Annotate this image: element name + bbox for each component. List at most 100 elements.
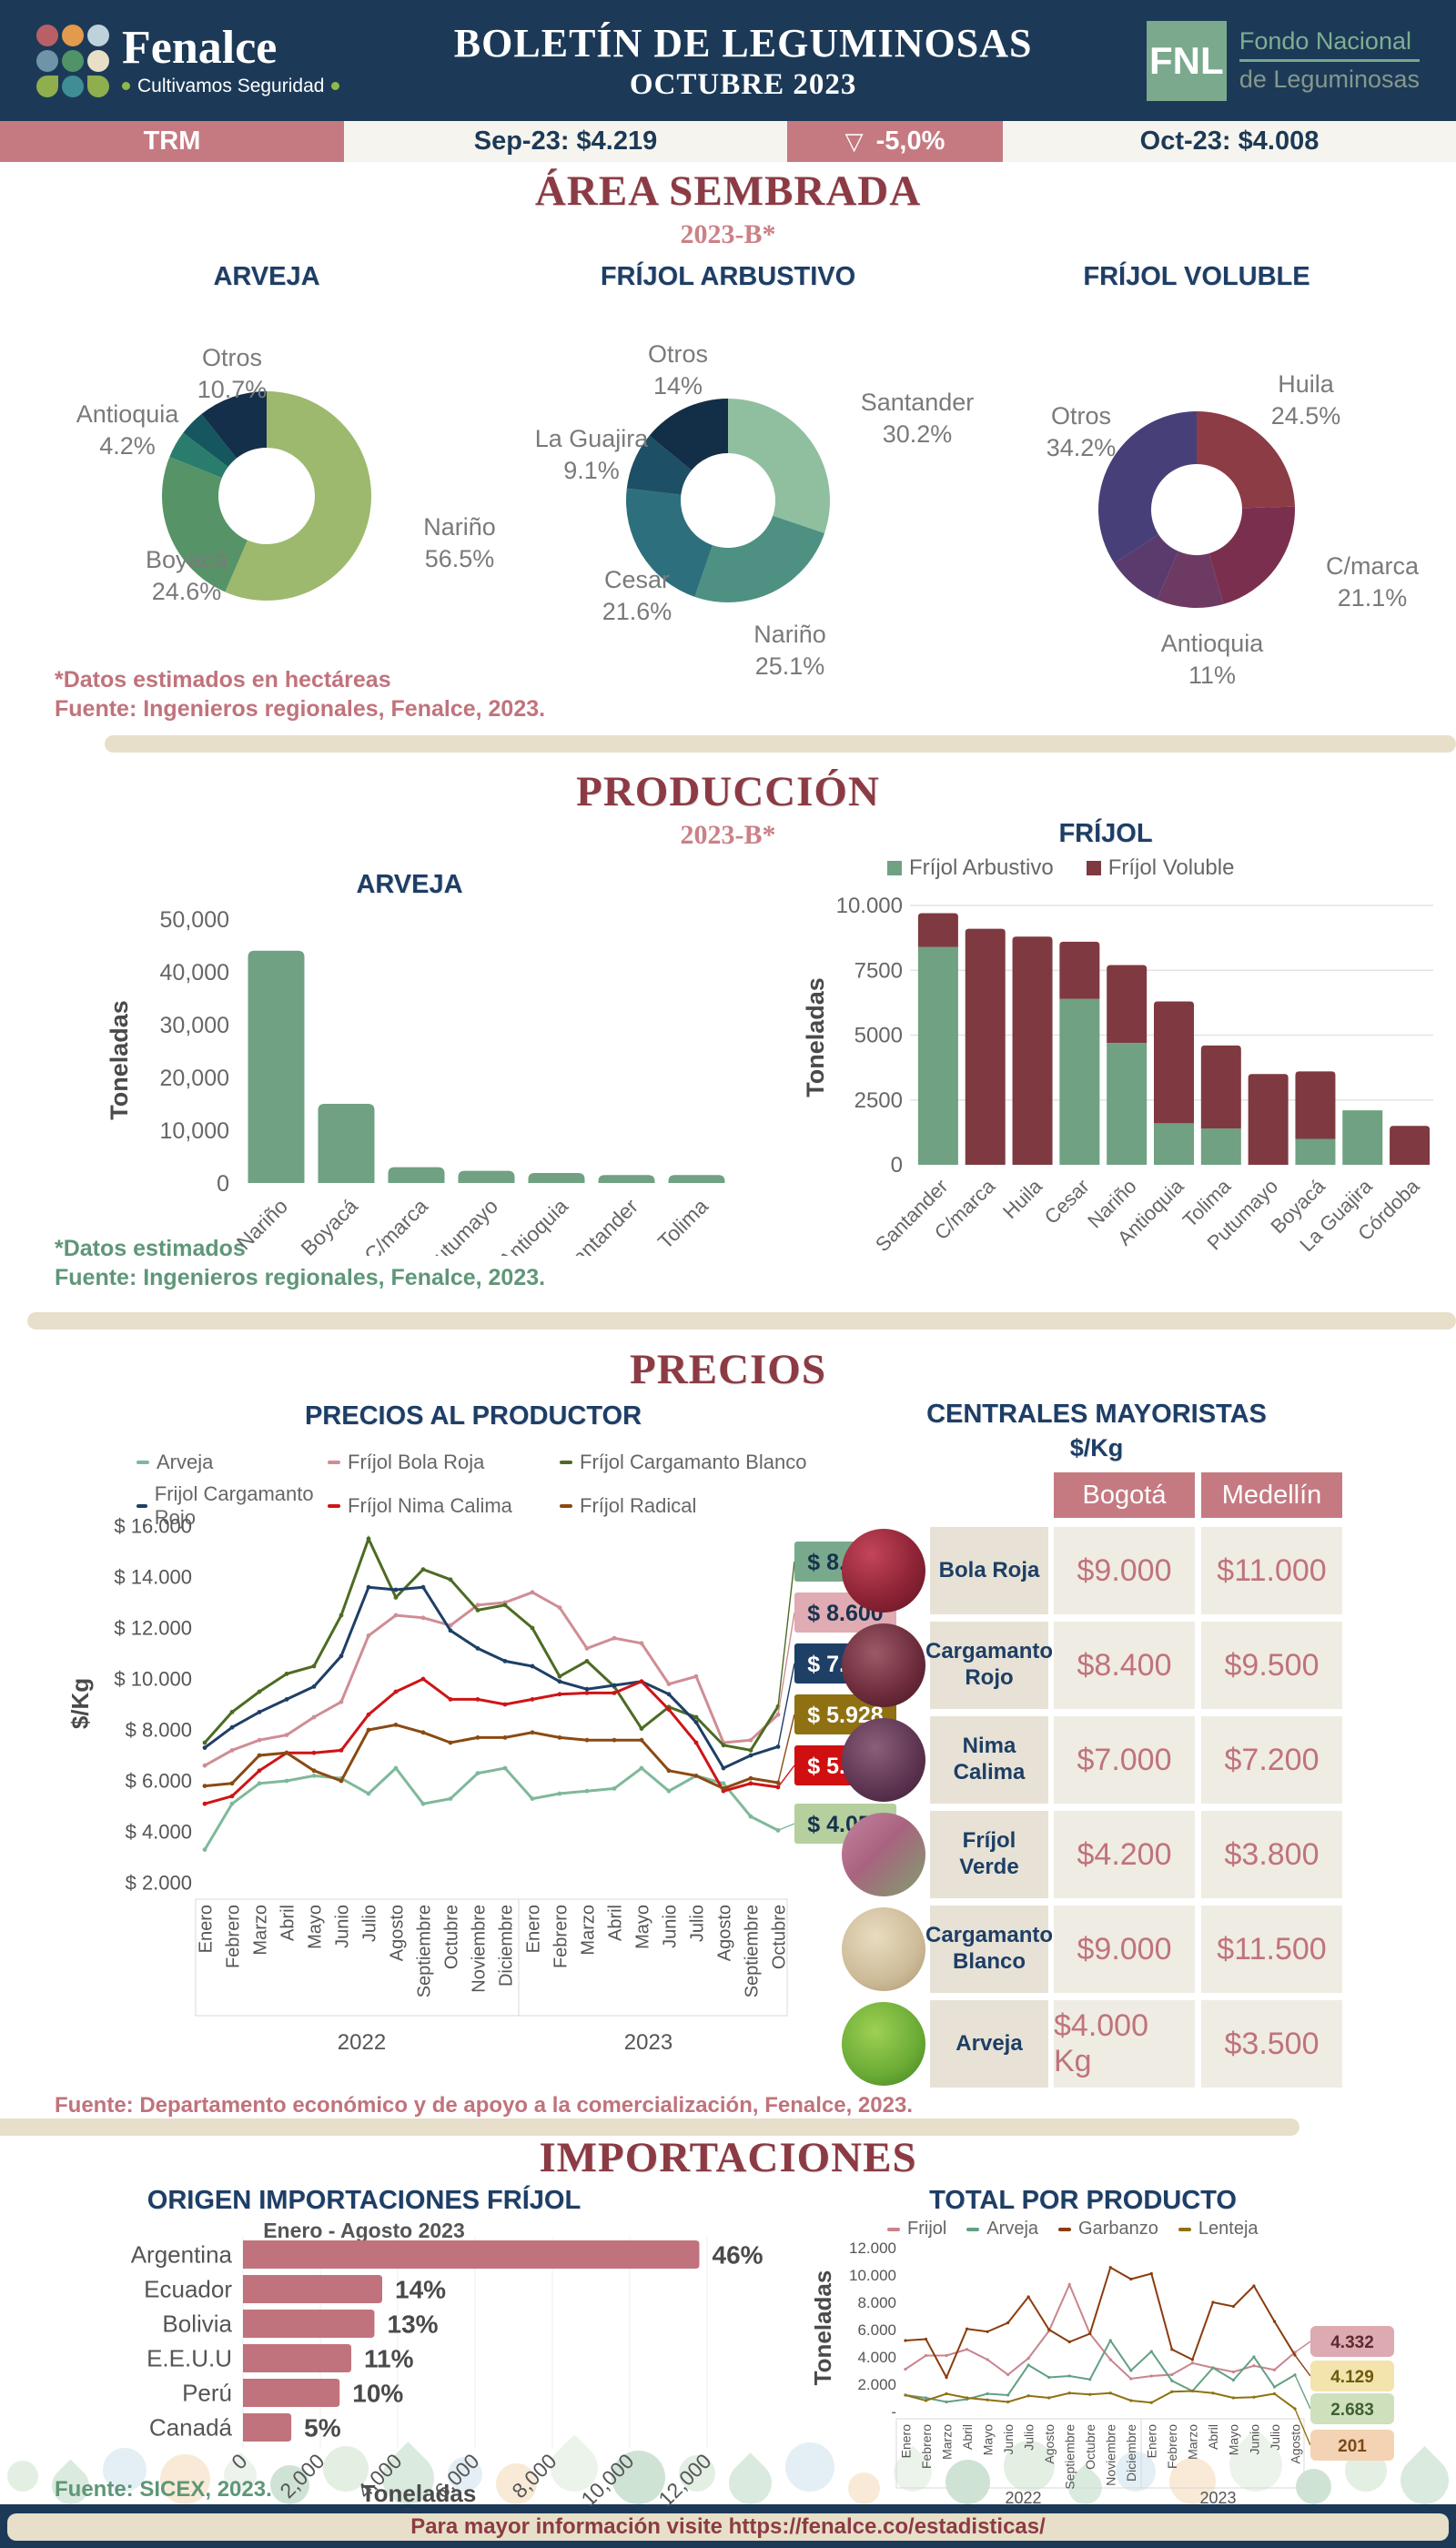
svg-text:40,000: 40,000 (160, 960, 229, 986)
legend-item: Fríjol Voluble (1086, 855, 1234, 881)
end-label-connector (1294, 2408, 1311, 2446)
bar-voluble-Córdoba (1390, 1126, 1431, 1165)
end-label-connector (777, 1612, 795, 1715)
data-point (229, 1748, 235, 1753)
table-cell-medellin-price: $3.800 (1201, 1811, 1342, 1898)
bar-chart-prod-arveja: 50,000 40,000 30,000 20,000 10,000 0 Toneladas… (106, 907, 725, 1256)
pct-label-Canadá: 5% (304, 2414, 341, 2442)
data-point (557, 1735, 562, 1740)
data-point (366, 1633, 371, 1638)
donut-label-C/marca: C/marca 21.1% (1325, 552, 1420, 612)
data-point (1129, 2377, 1133, 2381)
data-point (475, 1646, 480, 1651)
svg-text:Abril: Abril (1206, 2424, 1220, 2450)
table-cell-product-Fríjol Verde: Fríjol Verde (930, 1811, 1048, 1898)
data-point (420, 1567, 426, 1572)
x-tick-label: 10,000 (576, 2449, 638, 2506)
svg-text:Julio: Julio (1268, 2424, 1282, 2451)
year-label-2023: 2023 (624, 2030, 672, 2055)
svg-text:Abril: Abril (960, 2424, 975, 2450)
data-point (366, 1727, 371, 1733)
data-point (257, 1737, 262, 1743)
data-point (229, 1801, 235, 1806)
y-axis-ticks: 12.000 10.000 8.000 6.000 4.000 2.000 - (849, 2240, 896, 2421)
area-note-1: *Datos estimados en hectáreas (55, 667, 391, 693)
data-point (339, 1699, 344, 1704)
data-point (257, 1768, 262, 1774)
donut-slice-Boyacá (162, 456, 248, 592)
data-point (693, 1714, 699, 1720)
data-point (639, 1726, 644, 1731)
data-point (1149, 2401, 1153, 2404)
data-point (1231, 2304, 1236, 2309)
donut-label-Nariño: Nariño 56.5% (423, 513, 496, 573)
donut-label-Otros: Otros 34.2% (1046, 402, 1117, 462)
line-series-Garbanzo (905, 2266, 1296, 2380)
chart-title-precios-productor: PRECIOS AL PRODUCTOR (304, 1401, 642, 1431)
table-cell-bogota-price: $8.400 (1054, 1622, 1195, 1709)
table-cell-bogota-price: $7.000 (1054, 1716, 1195, 1804)
line-series-Fríjol Nima Calima (204, 1677, 779, 1805)
data-point (693, 1673, 699, 1679)
svg-text:Mayo: Mayo (306, 1905, 326, 1949)
trm-previous-value: Sep-23: $4.219 (473, 126, 658, 156)
table-cell-medellin-price: $9.500 (1201, 1622, 1342, 1709)
svg-text:2500: 2500 (854, 1088, 903, 1113)
data-point (1170, 2348, 1174, 2351)
svg-text:Septiembre: Septiembre (743, 1905, 763, 1997)
x-tick-label: Santander (871, 1175, 952, 1251)
svg-text:Septiembre: Septiembre (415, 1905, 435, 1997)
x-tick-label: Nariño (232, 1194, 292, 1254)
bar-Boyacá (318, 1104, 375, 1183)
data-point (584, 1686, 590, 1692)
country-label-Perú: Perú (182, 2380, 232, 2407)
data-point (584, 1646, 590, 1651)
data-point (311, 1768, 317, 1774)
svg-text:10.000: 10.000 (849, 2267, 896, 2284)
data-point (639, 1679, 644, 1684)
svg-text:Agosto: Agosto (1288, 2424, 1302, 2464)
data-point (311, 1750, 317, 1755)
data-point (904, 2367, 907, 2371)
legend-label: Garbanzo (1078, 2219, 1158, 2239)
bar-voluble-C/marca (965, 928, 1006, 1165)
data-point (502, 1735, 508, 1740)
svg-text:30,000: 30,000 (160, 1013, 229, 1038)
data-point (284, 1778, 289, 1784)
table-cell-product-Nima Calima: Nima Calima (930, 1716, 1048, 1804)
legend-label: Lenteja (1198, 2219, 1259, 2239)
svg-text:Octubre: Octubre (770, 1905, 790, 1969)
arveja-peas-photo (842, 2002, 925, 2086)
bar-voluble-Antioquia (1154, 1001, 1194, 1124)
data-point (420, 1676, 426, 1682)
data-point (284, 1733, 289, 1737)
end-value-label-Frijol: 4.332 (1310, 2326, 1394, 2357)
data-point (1231, 2370, 1236, 2374)
data-point (393, 1613, 399, 1618)
data-point (1211, 2391, 1215, 2395)
bar-C/marca (388, 1167, 445, 1183)
data-point (666, 1682, 672, 1686)
data-point (1272, 2385, 1277, 2389)
decor-dot-icon (322, 2446, 369, 2492)
donut-title-arveja: ARVEJA (213, 262, 320, 291)
data-point (420, 1730, 426, 1735)
data-point (1026, 2363, 1030, 2367)
x-tick-label: 6,000 (430, 2449, 483, 2502)
footer-info-link[interactable]: Para mayor información visite https://fe… (410, 2514, 1046, 2539)
data-point (748, 1753, 753, 1758)
chart-title-prod-frijol: FRÍJOL (1058, 819, 1153, 848)
year-label-2022: 2022 (338, 2030, 386, 2055)
data-point (1272, 2391, 1277, 2396)
data-point (1026, 2356, 1030, 2361)
svg-text:4.129: 4.129 (1330, 2368, 1374, 2387)
section-title-precios: PRECIOS (630, 1346, 826, 1393)
donut-label-Cesar: Cesar 21.6% (602, 566, 672, 626)
chart-subtitle-origen: Enero - Agosto 2023 (263, 2219, 465, 2242)
data-point (448, 1697, 453, 1702)
svg-text:12.000: 12.000 (849, 2240, 896, 2257)
data-point (1272, 2320, 1277, 2323)
data-point (924, 2337, 928, 2341)
legend-item: Garbanzo (1058, 2219, 1158, 2240)
bulletin-month: OCTUBRE 2023 (629, 67, 857, 101)
